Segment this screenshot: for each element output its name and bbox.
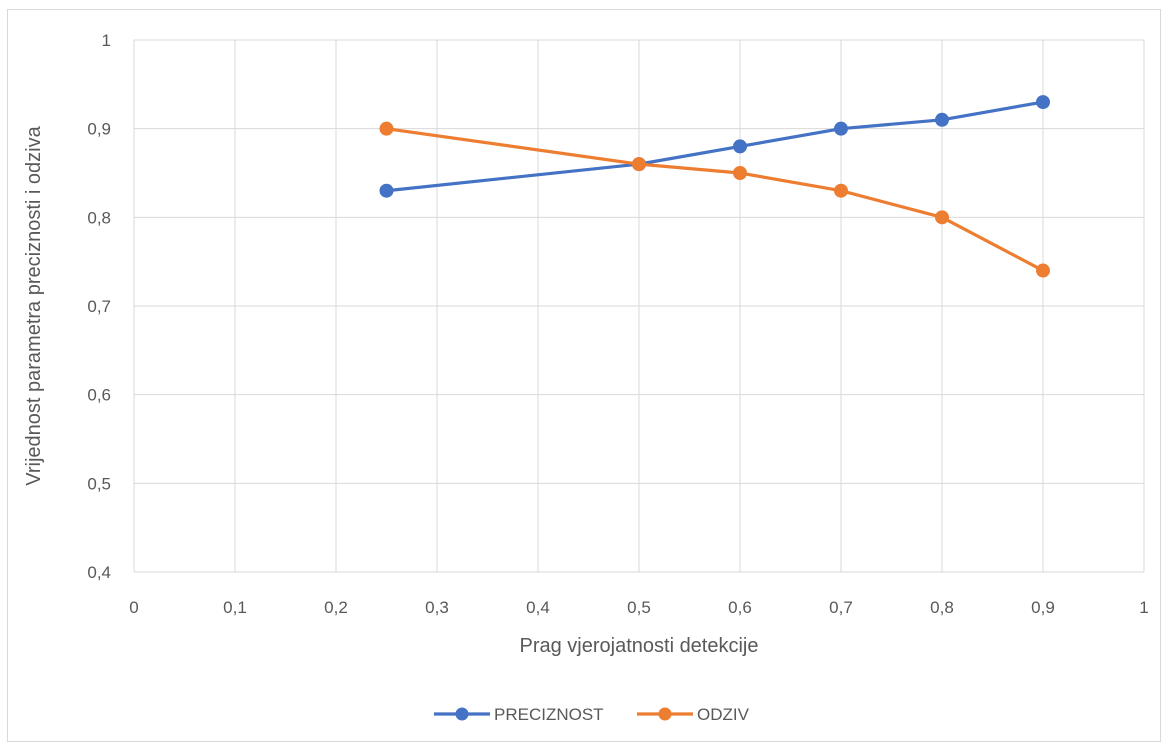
data-point-preciznost xyxy=(834,121,848,136)
x-tick-label: 1 xyxy=(1139,598,1148,617)
y-tick-label: 0,8 xyxy=(87,208,111,227)
legend-marker-swatch xyxy=(658,707,672,721)
x-tick-label: 0,3 xyxy=(425,598,449,617)
x-tick-label: 0,6 xyxy=(728,598,752,617)
data-point-odziv xyxy=(632,157,646,172)
y-tick-label: 0,9 xyxy=(87,120,111,139)
y-axis-title: Vrijednost parametra preciznosti i odziv… xyxy=(23,125,45,485)
grid-layer xyxy=(133,39,1145,573)
data-point-preciznost xyxy=(935,112,949,127)
data-point-odziv xyxy=(1036,263,1050,278)
y-tick-label: 0,5 xyxy=(87,474,111,493)
x-tick-label: 0,5 xyxy=(627,598,651,617)
y-tick-label: 0,4 xyxy=(87,563,111,582)
legend-label: PRECIZNOST xyxy=(494,705,604,724)
data-point-preciznost xyxy=(733,139,747,154)
x-axis-title: Prag vjerojatnosti detekcije xyxy=(519,635,758,657)
legend: PRECIZNOST ODZIV xyxy=(434,705,750,724)
legend-item-preciznost: PRECIZNOST xyxy=(434,705,604,724)
y-tick-label: 0,7 xyxy=(87,297,111,316)
data-point-odziv xyxy=(733,166,747,180)
x-tick-label: 0,9 xyxy=(1031,598,1055,617)
legend-marker-swatch xyxy=(455,707,469,721)
legend-item-odziv: ODZIV xyxy=(637,705,750,724)
data-point-preciznost xyxy=(1036,95,1050,110)
data-point-preciznost xyxy=(379,183,394,198)
y-tick-label: 1 xyxy=(102,31,111,50)
legend-label: ODZIV xyxy=(697,705,750,724)
x-tick-label: 0,8 xyxy=(930,598,954,617)
x-tick-label: 0,7 xyxy=(829,598,853,617)
chart-frame xyxy=(7,9,1161,742)
x-tick-label: 0 xyxy=(129,598,138,617)
x-tick-label: 0,4 xyxy=(526,598,550,617)
series-layer xyxy=(379,95,1050,278)
data-point-odziv xyxy=(834,183,848,198)
y-tick-label: 0,6 xyxy=(87,386,111,405)
x-tick-label: 0,1 xyxy=(223,598,247,617)
series-line-odziv xyxy=(384,127,1045,273)
tick-labels: 0 0,1 0,2 0,3 0,4 0,5 0,6 0,7 0,8 0,9 1 0,4 0,5 0,6 0,… xyxy=(87,31,1148,617)
series-line-preciznost xyxy=(384,100,1045,193)
data-point-odziv xyxy=(379,121,394,136)
x-tick-label: 0,2 xyxy=(324,598,348,617)
data-point-odziv xyxy=(935,210,949,225)
